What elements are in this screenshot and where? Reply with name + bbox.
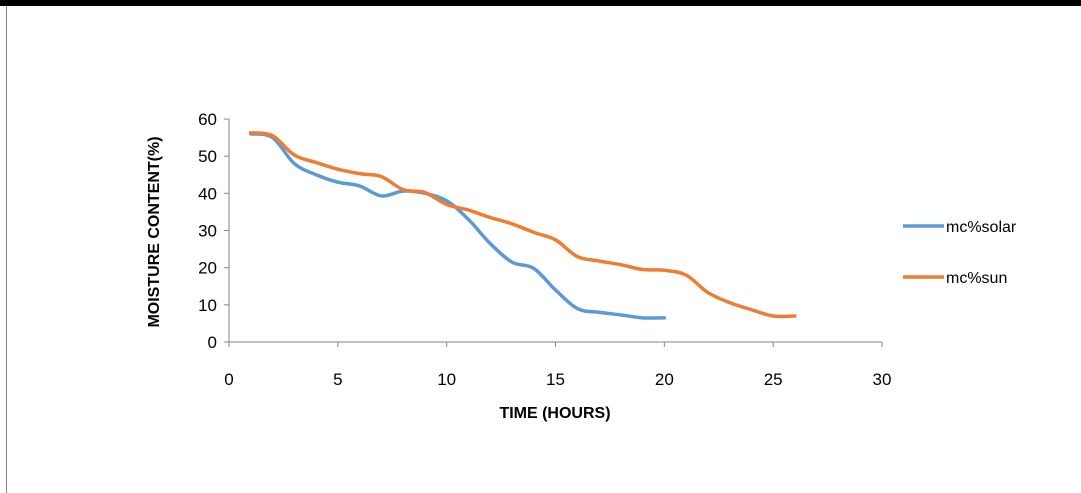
x-tick-label: 30 (873, 370, 892, 389)
y-tick-label: 50 (198, 147, 217, 166)
top-border (0, 0, 1081, 6)
y-tick-label: 20 (198, 259, 217, 278)
legend-label-mc-solar: mc%solar (946, 219, 1017, 236)
y-tick-label: 10 (198, 296, 217, 315)
axes-layer: 0 10 20 30 40 50 60 0 5 10 15 20 25 30 (198, 110, 891, 389)
y-tick-label: 60 (198, 110, 217, 129)
left-page-rule (6, 6, 7, 493)
y-tick-label: 30 (198, 222, 217, 241)
legend-label-mc-sun: mc%sun (946, 270, 1007, 287)
x-axis-title: TIME (HOURS) (499, 405, 610, 422)
x-tick-label: 0 (224, 370, 233, 389)
x-tick-label: 25 (764, 370, 783, 389)
x-tick-label: 10 (437, 370, 456, 389)
y-tick-label: 0 (208, 333, 217, 352)
series-layer (249, 131, 797, 320)
x-tick-label: 5 (333, 370, 342, 389)
legend: mc%solar mc%sun (903, 219, 1017, 287)
y-tick-label: 40 (198, 184, 217, 203)
y-axis-title: MOISTURE CONTENT(%) (146, 136, 163, 327)
x-tick-label: 15 (546, 370, 565, 389)
x-tick-label: 20 (655, 370, 674, 389)
series-line-mc-sun (249, 131, 797, 319)
